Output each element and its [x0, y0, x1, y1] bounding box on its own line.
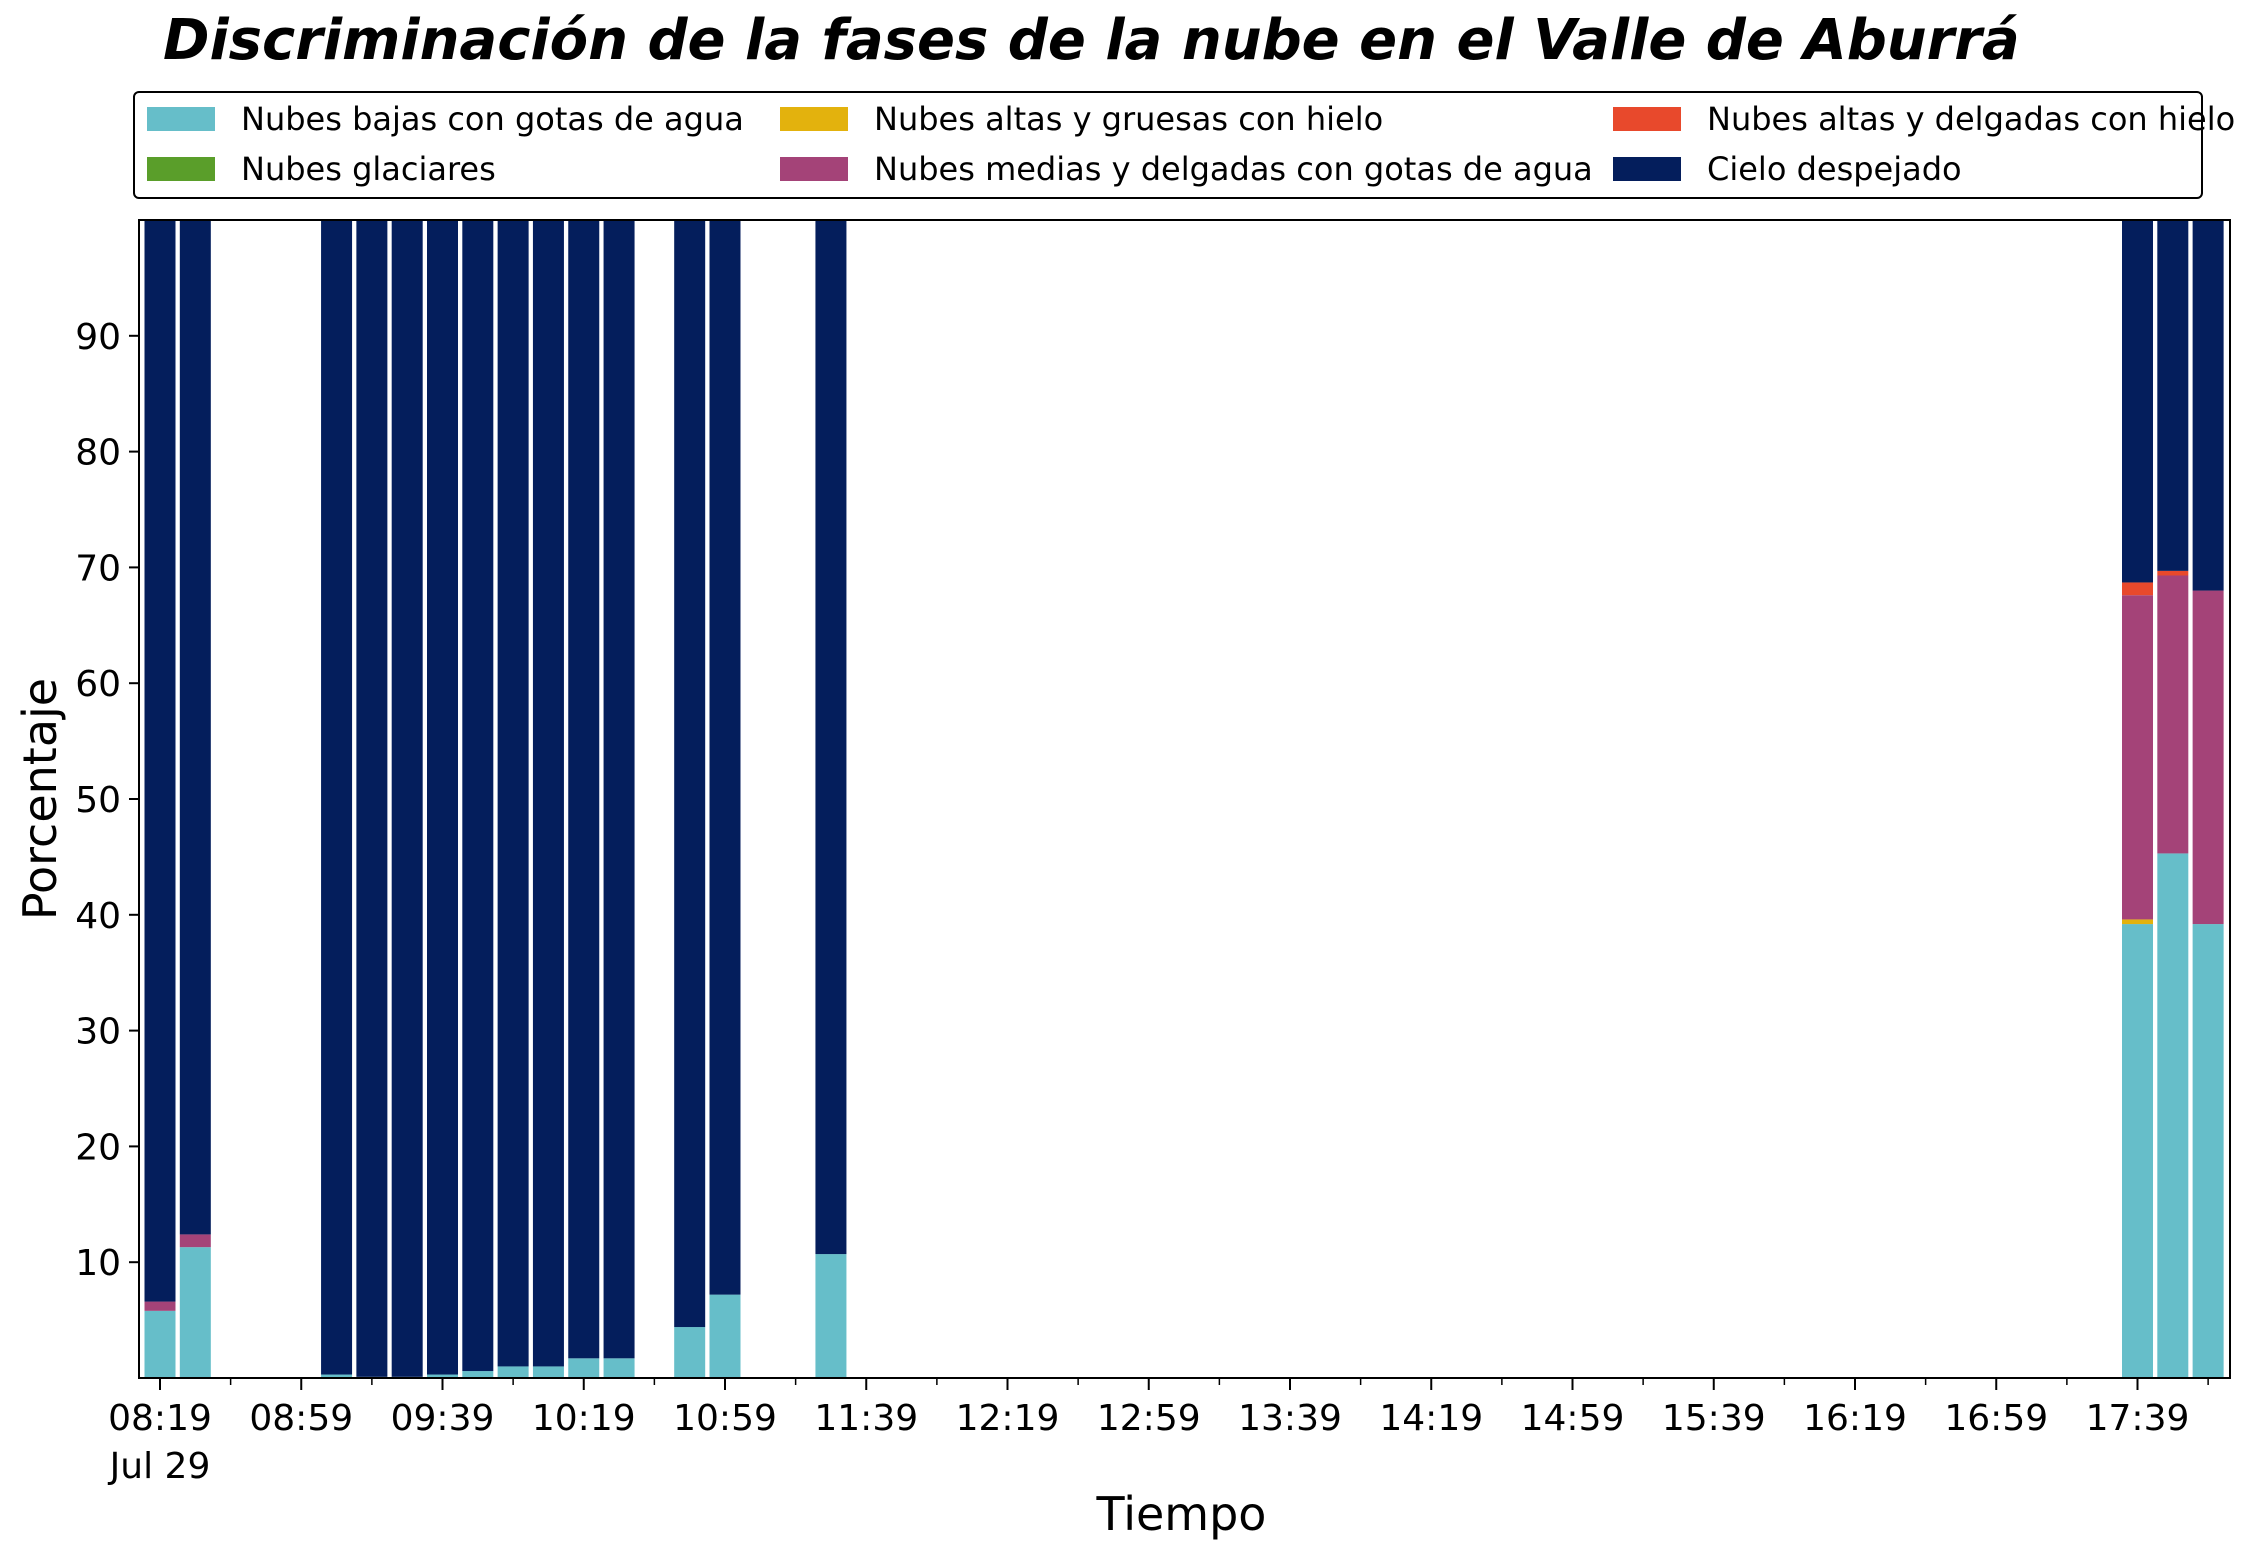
legend-swatch	[147, 107, 215, 131]
bar-segment	[2122, 582, 2153, 596]
bar-segment	[179, 1247, 211, 1378]
legend-label: Nubes glaciares	[241, 150, 496, 188]
bar-segment	[2157, 220, 2189, 571]
bar-segment	[2192, 590, 2224, 925]
bar-segment	[674, 220, 706, 1328]
y-axis-title: Porcentaje	[13, 678, 67, 920]
y-tick-label: 10	[75, 1243, 121, 1284]
legend-swatch	[147, 157, 215, 181]
bar-segment	[144, 1301, 176, 1311]
bar-segment	[179, 220, 211, 1235]
legend-item: Nubes medias y delgadas con gotas de agu…	[780, 149, 1593, 189]
legend-item: Cielo despejado	[1613, 149, 1962, 189]
bar-segment	[532, 220, 564, 1367]
bar-segment	[709, 1294, 741, 1378]
x-tick-label: 16:19	[1803, 1398, 1907, 1439]
bar-segment	[356, 220, 388, 1377]
legend-item: Nubes altas y delgadas con hielo	[1613, 99, 2235, 139]
x-axis-title: Tiempo	[1096, 1487, 1267, 1541]
y-tick-label: 50	[75, 780, 121, 821]
y-tick-label: 60	[75, 664, 121, 705]
legend-swatch	[780, 107, 848, 131]
y-tick-label: 70	[75, 548, 121, 589]
bar-segment	[603, 1358, 635, 1378]
bar-segment	[321, 1374, 353, 1378]
x-tick-label: 13:39	[1238, 1398, 1342, 1439]
bar-segment	[497, 220, 529, 1367]
bar-segment	[321, 220, 353, 1375]
bar-segment	[2192, 924, 2224, 1378]
bar-segment	[462, 220, 494, 1372]
bar-segment	[815, 1254, 847, 1378]
x-tick-label: 11:39	[814, 1398, 918, 1439]
legend-swatch	[1613, 157, 1681, 181]
x-tick-label: 10:59	[673, 1398, 777, 1439]
legend-item: Nubes altas y gruesas con hielo	[780, 99, 1383, 139]
legend: Nubes bajas con gotas de agua Nubes glaci…	[133, 91, 2235, 199]
y-tick-label: 30	[75, 1012, 121, 1053]
y-tick-label: 90	[75, 317, 121, 358]
legend-label: Cielo despejado	[1707, 150, 1962, 188]
bar-segment	[815, 220, 847, 1255]
x-tick-label: 15:39	[1662, 1398, 1766, 1439]
legend-label: Nubes bajas con gotas de agua	[241, 100, 744, 138]
bar-segment	[709, 220, 741, 1295]
bar-segment	[2157, 853, 2189, 1378]
bar-segment	[144, 220, 176, 1302]
x-tick-label: 08:59	[249, 1398, 353, 1439]
x-tick-label: 12:19	[956, 1398, 1060, 1439]
x-date-label: Jul 29	[108, 1446, 211, 1487]
bar-segment	[144, 1310, 176, 1378]
bar-segment	[2192, 220, 2224, 591]
y-tick-label: 40	[75, 896, 121, 937]
legend-label: Nubes altas y delgadas con hielo	[1707, 100, 2236, 138]
bar-segment	[603, 220, 635, 1359]
x-tick-label: 08:19	[108, 1398, 212, 1439]
bar-segment	[427, 220, 458, 1375]
y-tick-label: 80	[75, 433, 121, 474]
legend-swatch	[780, 157, 848, 181]
x-tick-label: 14:19	[1379, 1398, 1483, 1439]
bar-segment	[391, 220, 423, 1377]
legend-item: Nubes bajas con gotas de agua	[147, 99, 744, 139]
legend-swatch	[1613, 107, 1681, 131]
x-tick-label: 09:39	[391, 1398, 495, 1439]
bar-segment	[2122, 924, 2153, 1378]
legend-label: Nubes altas y gruesas con hielo	[874, 100, 1384, 138]
x-tick-label: 12:59	[1097, 1398, 1201, 1439]
bar-segment	[2122, 220, 2153, 583]
legend-item: Nubes glaciares	[147, 149, 496, 189]
bar-segment	[462, 1371, 494, 1378]
legend-label: Nubes medias y delgadas con gotas de agu…	[874, 150, 1593, 188]
bar-segment	[497, 1366, 529, 1378]
bar-segment	[2122, 919, 2153, 925]
bar-segment	[179, 1234, 211, 1248]
y-tick-label: 20	[75, 1127, 121, 1168]
bar-segment	[568, 220, 600, 1359]
x-tick-label: 10:19	[532, 1398, 636, 1439]
x-tick-label: 16:59	[1944, 1398, 2048, 1439]
bar-segment	[2122, 595, 2153, 920]
chart-title: Discriminación de la fases de la nube en…	[163, 8, 2020, 73]
bar-segment	[2157, 570, 2189, 576]
bar-segment	[674, 1327, 706, 1378]
bar-segment	[568, 1358, 600, 1378]
bar-segment	[427, 1374, 458, 1378]
x-tick-label: 17:39	[2086, 1398, 2190, 1439]
bar-segment	[532, 1366, 564, 1378]
bar-segment	[2157, 575, 2189, 854]
x-tick-label: 14:59	[1521, 1398, 1625, 1439]
